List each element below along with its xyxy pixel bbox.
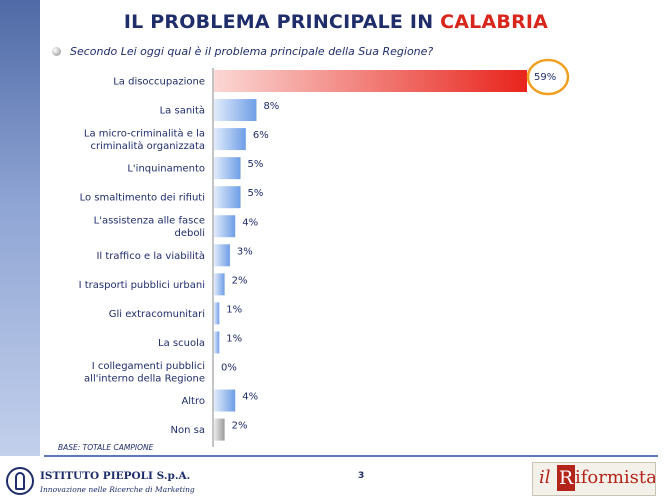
category-label-2-line-1: criminalità organizzata (91, 140, 205, 152)
highlight-circle (526, 58, 570, 96)
riformista-il: il (539, 467, 551, 488)
value-label-5: 4% (242, 217, 258, 228)
category-label-8: Gli extracomunitari (109, 309, 205, 320)
category-label-10-line-0: I collegamenti pubblici (92, 361, 205, 372)
category-label-2-line-0: La micro-criminalità e la (84, 127, 205, 139)
title-main: IL PROBLEMA PRINCIPALE IN (123, 11, 441, 33)
title-region: CALABRIA (440, 11, 549, 33)
bar-3 (214, 157, 241, 180)
category-label-5-line-0: L'assistenza alle fasce (94, 216, 205, 227)
value-label-11: 4% (242, 392, 258, 403)
base-note: BASE: TOTALE CAMPIONE (58, 443, 154, 452)
value-label-7: 2% (232, 275, 248, 286)
piepoli-name: ISTITUTO PIEPOLI S.p.A. (40, 470, 191, 482)
category-label-4: Lo smaltimento dei rifiuti (80, 193, 205, 204)
piepoli-tagline: Innovazione nelle Ricerche di Marketing (40, 485, 195, 494)
category-label-12: Non sa (171, 425, 205, 436)
value-label-3: 5% (248, 159, 264, 170)
decorative-side-band (0, 0, 40, 456)
bar-4 (214, 186, 241, 209)
bar-1 (214, 99, 257, 122)
value-label-8: 1% (226, 304, 242, 315)
bar-9 (214, 331, 220, 354)
riformista-rest: iformista (575, 467, 656, 488)
riformista-r: R (557, 465, 575, 491)
bar-7 (214, 273, 225, 296)
piepoli-emblem-icon (6, 467, 34, 495)
value-label-0: 59% (534, 72, 556, 83)
question-row: Secondo Lei oggi qual è il problema prin… (52, 41, 434, 58)
bar-0 (214, 70, 527, 92)
riformista-logo: il R iformista (532, 462, 656, 496)
category-label-9: La scuola (158, 338, 205, 349)
category-label-11: Altro (181, 396, 205, 407)
category-label-6: Il traffico e la viabilità (96, 250, 205, 262)
category-label-0: La disoccupazione (113, 77, 205, 88)
category-label-7: I trasporti pubblici urbani (79, 280, 205, 291)
bar-2 (214, 128, 246, 151)
page-title: IL PROBLEMA PRINCIPALE IN CALABRIA (0, 11, 672, 33)
footer-divider (44, 455, 658, 457)
bar-5 (214, 215, 236, 238)
value-label-12: 2% (232, 421, 248, 432)
bullet-icon (52, 47, 61, 56)
piepoli-logo: ISTITUTO PIEPOLI S.p.A. Innovazione nell… (4, 466, 195, 500)
value-label-10: 0% (221, 363, 237, 374)
category-label-5-line-1: deboli (174, 228, 205, 239)
value-label-9: 1% (226, 333, 242, 344)
bar-12 (214, 418, 225, 441)
category-label-1: La sanità (160, 105, 205, 117)
bar-6 (214, 244, 230, 267)
category-label-10-line-1: all'interno della Regione (84, 373, 205, 384)
value-label-6: 3% (237, 246, 253, 257)
value-label-2: 6% (253, 130, 269, 141)
question-text: Secondo Lei oggi qual è il problema prin… (70, 45, 434, 58)
page-number: 3 (358, 471, 365, 481)
bar-8 (214, 302, 220, 325)
value-label-1: 8% (263, 101, 279, 112)
category-label-3: L'inquinamento (127, 164, 205, 175)
bar-11 (214, 389, 236, 412)
value-label-4: 5% (248, 188, 264, 199)
